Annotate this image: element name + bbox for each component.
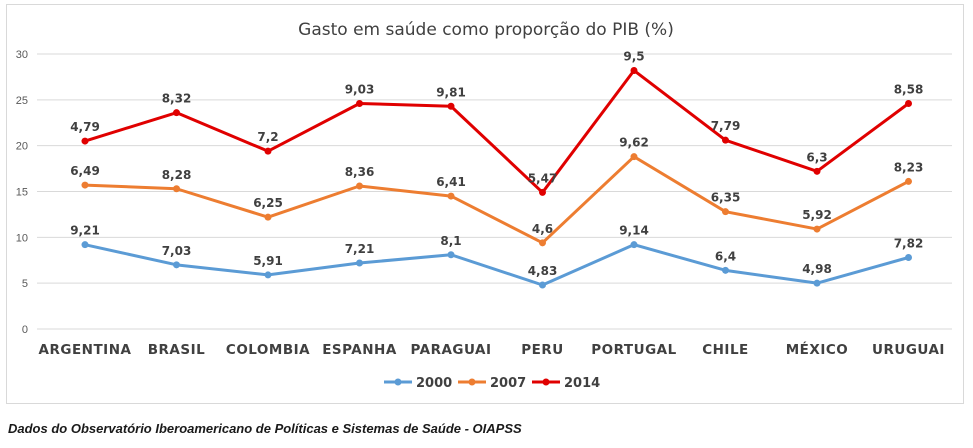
data-label: 9,21	[70, 224, 100, 238]
data-point	[905, 254, 912, 261]
data-labels: 9,21 7,03 5,91 7,21 8,1 4,83 9,14 6,4 4,98 7,82 6,…	[70, 50, 923, 279]
data-point	[447, 102, 455, 110]
legend-label: 2014	[564, 376, 600, 391]
legend-label: 2000	[416, 376, 452, 391]
y-axis-ticks: 0 5 10 15 20 25 30	[16, 49, 28, 336]
data-label: 8,32	[162, 92, 192, 106]
data-point	[447, 192, 455, 200]
data-label: 4,98	[802, 262, 832, 276]
data-label: 8,1	[440, 234, 461, 248]
data-point	[905, 100, 912, 107]
data-point	[539, 188, 546, 196]
x-axis-ticks: ARGENTINA BRASIL COLOMBIA ESPANHA PARAGUAI PE…	[39, 341, 945, 358]
series-lines	[81, 67, 912, 289]
x-tick-label: CHILE	[702, 342, 749, 358]
data-label: 7,03	[162, 244, 192, 258]
data-point	[173, 109, 180, 117]
series-line-2007	[83, 155, 910, 245]
legend-marker	[542, 378, 550, 386]
y-tick-label: 30	[16, 49, 28, 61]
y-tick-label: 20	[16, 141, 28, 153]
series-line-2014	[83, 69, 910, 194]
data-point	[722, 136, 729, 144]
x-tick-label: PERU	[521, 342, 563, 358]
data-label: 8,58	[894, 83, 924, 97]
legend-label: 2007	[490, 376, 526, 391]
data-point	[722, 208, 729, 216]
data-label: 9,62	[619, 136, 649, 150]
data-label: 9,03	[345, 83, 375, 97]
data-label: 6,3	[806, 150, 827, 164]
legend: 2000 2007 2014	[384, 376, 600, 391]
data-point	[356, 182, 363, 190]
data-label: 9,5	[623, 50, 644, 64]
data-point	[264, 147, 272, 155]
x-tick-label: ARGENTINA	[39, 342, 132, 358]
data-point	[630, 67, 638, 74]
data-point	[447, 251, 455, 259]
data-label: 4,79	[70, 120, 100, 134]
y-tick-label: 0	[22, 324, 28, 336]
data-label: 6,41	[436, 175, 466, 189]
source-note: Dados do Observatório Iberoamericano de …	[8, 421, 522, 436]
data-point	[905, 177, 912, 185]
data-label: 9,14	[619, 224, 649, 238]
line-chart: Gasto em saúde como proporção do PIB (%)…	[16, 20, 952, 391]
data-point	[81, 241, 89, 249]
data-point	[264, 271, 272, 279]
y-tick-label: 15	[16, 187, 28, 199]
data-label: 8,28	[162, 168, 192, 182]
data-point	[173, 185, 180, 193]
data-point	[264, 213, 272, 221]
data-point	[356, 100, 363, 107]
data-label: 4,6	[532, 222, 553, 236]
data-point	[813, 279, 821, 287]
data-point	[630, 241, 638, 249]
data-point	[630, 153, 638, 161]
x-tick-label: COLOMBIA	[226, 342, 310, 358]
legend-marker	[394, 378, 402, 386]
data-label: 7,2	[257, 130, 278, 144]
data-label: 6,49	[70, 164, 100, 178]
data-label: 6,35	[711, 191, 741, 205]
data-label: 6,4	[715, 249, 736, 263]
data-label: 7,21	[345, 242, 375, 256]
data-point	[539, 239, 546, 247]
series-line-2000	[83, 243, 910, 287]
data-label: 8,36	[345, 165, 375, 179]
y-tick-label: 25	[16, 95, 28, 107]
data-point	[81, 181, 89, 189]
data-point	[356, 259, 363, 267]
chart-title: Gasto em saúde como proporção do PIB (%)	[298, 20, 674, 40]
x-tick-label: MÉXICO	[786, 341, 848, 358]
data-point	[722, 266, 729, 274]
legend-marker	[468, 378, 476, 386]
data-label: 6,25	[253, 196, 283, 210]
x-tick-label: PARAGUAI	[410, 342, 491, 358]
data-label: 7,82	[894, 237, 924, 251]
y-tick-label: 5	[22, 278, 28, 290]
data-point	[539, 281, 546, 289]
data-label: 4,83	[528, 264, 558, 278]
y-tick-label: 10	[16, 232, 28, 244]
x-tick-label: ESPANHA	[322, 342, 397, 358]
data-label: 5,91	[253, 254, 283, 268]
data-point	[813, 225, 821, 233]
data-point	[81, 137, 89, 145]
chart-frame: Gasto em saúde como proporção do PIB (%)…	[6, 4, 964, 404]
data-label: 5,47	[528, 171, 558, 185]
data-point	[173, 261, 180, 269]
data-label: 8,23	[894, 160, 924, 174]
data-label: 9,81	[436, 85, 466, 99]
x-tick-label: URUGUAI	[872, 342, 945, 358]
data-point	[813, 167, 821, 175]
x-tick-label: BRASIL	[148, 342, 205, 358]
data-label: 7,79	[711, 119, 741, 133]
x-tick-label: PORTUGAL	[591, 342, 676, 358]
data-label: 5,92	[802, 208, 832, 222]
